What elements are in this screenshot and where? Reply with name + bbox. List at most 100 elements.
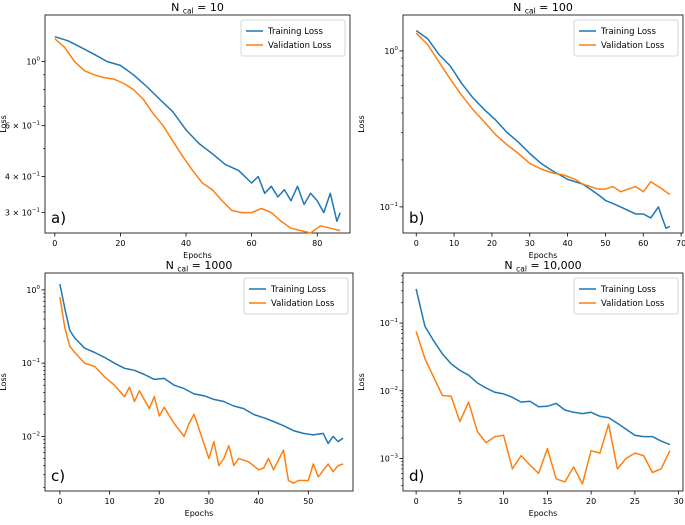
y-tick-exponent: 0 <box>37 57 41 63</box>
plot-frame <box>44 14 351 234</box>
legend-label: Validation Loss <box>268 41 332 51</box>
y-tick-exponent: −1 <box>32 172 40 178</box>
y-tick-exponent: −2 <box>390 386 398 392</box>
training-loss-line <box>54 35 341 223</box>
x-tick-label: 60 <box>638 239 648 248</box>
y-tick-label: 10−2 <box>380 386 398 396</box>
x-tick-label: 50 <box>600 239 610 248</box>
x-tick-label: 20 <box>586 497 596 506</box>
x-tick-label: 10 <box>499 497 509 506</box>
y-tick-base: 10 <box>380 454 390 463</box>
x-tick-label: 15 <box>542 497 552 506</box>
x-axis-label: Epochs <box>183 251 212 260</box>
x-tick-label: 0 <box>414 239 419 248</box>
y-tick-base: 3 × 10 <box>5 209 32 218</box>
y-tick-base: 6 × 10 <box>5 122 32 131</box>
validation-loss-line <box>54 38 341 234</box>
panel-label: c) <box>51 467 65 485</box>
panel-label: a) <box>51 209 66 227</box>
title-suffix: = 100 <box>536 1 573 14</box>
x-tick-label: 40 <box>563 239 573 248</box>
y-tick-label: 100 <box>26 57 40 67</box>
x-tick-label: 80 <box>312 239 322 248</box>
x-axis-label: Epochs <box>529 509 558 518</box>
y-axis-label: Loss <box>0 115 8 133</box>
x-tick-label: 20 <box>115 239 125 248</box>
legend-label: Training Loss <box>600 285 656 295</box>
x-tick-label: 70 <box>676 239 685 248</box>
x-tick-label: 20 <box>154 497 164 506</box>
chart-title: N cal = 100 <box>513 1 573 16</box>
y-tick-label: 10−1 <box>380 202 398 212</box>
y-tick-label: 4 × 10−1 <box>5 172 40 182</box>
legend-label: Training Loss <box>600 27 656 37</box>
title-subscript: cal <box>525 7 536 16</box>
x-tick-label: 30 <box>674 497 684 506</box>
x-tick-label: 20 <box>487 239 497 248</box>
legend: Training Loss Validation Loss <box>240 19 346 57</box>
y-tick-label: 100 <box>26 285 40 295</box>
y-tick-base: 10 <box>26 286 36 295</box>
x-tick-label: 5 <box>457 497 462 506</box>
validation-loss-line <box>415 331 671 485</box>
y-tick-base: 10 <box>380 319 390 328</box>
x-tick-label: 25 <box>630 497 640 506</box>
y-axis-label: Loss <box>0 373 8 391</box>
x-tick-label: 50 <box>303 497 313 506</box>
y-tick-base: 10 <box>22 359 32 368</box>
legend-label: Validation Loss <box>271 299 335 309</box>
training-loss-line <box>415 288 671 446</box>
legend: Training Loss Validation Loss <box>573 19 679 57</box>
y-axis-label: Loss <box>357 373 366 391</box>
y-tick-exponent: −1 <box>32 121 40 127</box>
title-subscript: cal <box>516 265 527 274</box>
chart-title: N cal = 1000 <box>166 259 233 274</box>
legend-label: Validation Loss <box>601 41 665 51</box>
y-tick-exponent: −1 <box>390 318 398 324</box>
title-suffix: = 10 <box>194 1 224 14</box>
legend-box <box>240 19 346 57</box>
title-prefix: N <box>513 1 525 14</box>
x-axis-label: Epochs <box>529 251 558 260</box>
y-tick-base: 10 <box>384 47 394 56</box>
y-tick-exponent: −1 <box>390 202 398 208</box>
plot-frame <box>402 14 684 234</box>
y-axis-label: Loss <box>357 115 366 133</box>
legend-label: Training Loss <box>267 27 323 37</box>
x-tick-label: 30 <box>525 239 535 248</box>
validation-loss-line <box>59 296 344 484</box>
title-subscript: cal <box>177 265 188 274</box>
x-tick-label: 30 <box>204 497 214 506</box>
panel-label: b) <box>409 209 424 227</box>
y-tick-base: 10 <box>22 432 32 441</box>
y-tick-label: 10−3 <box>380 453 399 463</box>
title-subscript: cal <box>183 7 194 16</box>
y-tick-exponent: −1 <box>32 358 40 364</box>
legend-label: Validation Loss <box>601 299 665 309</box>
x-tick-label: 10 <box>104 497 114 506</box>
y-tick-label: 10−2 <box>22 431 40 441</box>
training-loss-line <box>59 283 344 445</box>
y-tick-base: 10 <box>380 203 390 212</box>
y-tick-label: 10−1 <box>380 318 398 328</box>
title-suffix: = 1000 <box>188 259 232 272</box>
legend-box <box>573 19 679 57</box>
title-prefix: N <box>171 1 183 14</box>
x-tick-label: 0 <box>52 239 57 248</box>
y-tick-base: 10 <box>26 58 36 67</box>
y-tick-exponent: 0 <box>395 46 399 52</box>
plot-frame <box>402 272 684 492</box>
y-tick-exponent: −3 <box>390 453 399 459</box>
legend: Training Loss Validation Loss <box>243 277 349 315</box>
x-axis-label: Epochs <box>185 509 214 518</box>
chart-panel-2: N cal = 1000 10 20 30 40 50 60 7010010−1EpochsL… <box>357 1 685 260</box>
y-tick-exponent: −2 <box>32 431 40 437</box>
title-suffix: = 10,000 <box>527 259 582 272</box>
y-tick-base: 10 <box>380 387 390 396</box>
title-prefix: N <box>166 259 178 272</box>
y-tick-base: 4 × 10 <box>5 173 32 182</box>
x-tick-label: 0 <box>57 497 62 506</box>
legend-label: Training Loss <box>270 285 326 295</box>
